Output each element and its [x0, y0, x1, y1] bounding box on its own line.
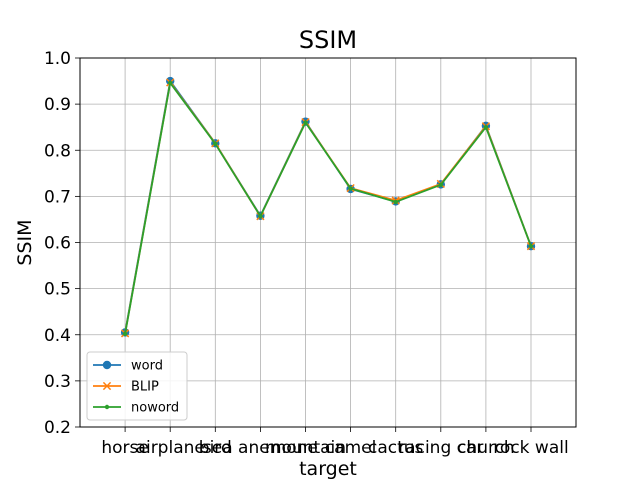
series-BLIP: [120, 78, 536, 338]
legend-marker: [102, 360, 112, 370]
x-tick-label: mountain: [265, 438, 346, 458]
y-tick-label: 0.7: [44, 187, 71, 207]
series-noword: [122, 80, 534, 337]
x-axis-label: target: [299, 458, 357, 480]
x-tick-label: racing car: [398, 438, 483, 458]
y-tick-label: 0.9: [44, 95, 71, 115]
y-axis-label: SSIM: [14, 219, 36, 265]
data-point-noword: [122, 331, 128, 337]
x-tick-label: church: [457, 438, 515, 458]
y-tick-label: 0.8: [44, 141, 71, 161]
y-tick-label: 1.0: [44, 49, 71, 69]
data-point-noword: [483, 124, 489, 130]
y-tick-label: 0.2: [44, 418, 71, 438]
series-line-word: [124, 80, 532, 333]
x-tick-label: camel: [325, 438, 377, 458]
legend-label: word: [131, 359, 163, 374]
grid: [80, 57, 576, 428]
y-tick-label: 0.6: [44, 234, 71, 254]
legend-marker: [102, 381, 112, 391]
legend-label: noword: [131, 401, 179, 416]
legend-marker: [104, 404, 110, 410]
legend: word BLIP noword: [86, 351, 188, 421]
data-point-noword: [438, 182, 443, 188]
legend-entry-noword: noword: [93, 401, 179, 416]
x-tick-label: sea anemone: [203, 438, 318, 458]
y-axis: 0.2 0.3 0.4 0.5 0.6 0.7 0.8 0.9 1.0: [44, 49, 80, 438]
x-tick-label: airplane: [136, 438, 205, 458]
data-point-noword: [168, 80, 173, 86]
x-tick-label: horse: [101, 438, 148, 458]
x-tick-label: cactus: [368, 438, 424, 458]
legend-label: BLIP: [131, 380, 159, 395]
chart-title: SSIM: [299, 26, 357, 54]
data-point-noword: [258, 214, 263, 219]
x-tick-label: rock wall: [493, 438, 568, 458]
legend-box: [86, 351, 188, 421]
series-line-BLIP: [124, 81, 532, 334]
y-tick-label: 0.4: [44, 326, 71, 346]
data-point-noword: [528, 243, 534, 249]
legend-entry-BLIP: BLIP: [93, 380, 159, 395]
series-line-noword: [124, 82, 532, 334]
legend-entry-word: word: [93, 359, 163, 374]
data-point-noword: [303, 120, 308, 125]
y-tick-label: 0.3: [44, 372, 71, 392]
series-word: [120, 76, 536, 337]
data-point-noword: [348, 186, 353, 191]
series-layer: [120, 76, 536, 338]
y-tick-label: 0.5: [44, 280, 71, 300]
x-tick-label: bird: [199, 438, 232, 458]
data-point-noword: [393, 199, 398, 205]
data-point-noword: [213, 141, 218, 146]
